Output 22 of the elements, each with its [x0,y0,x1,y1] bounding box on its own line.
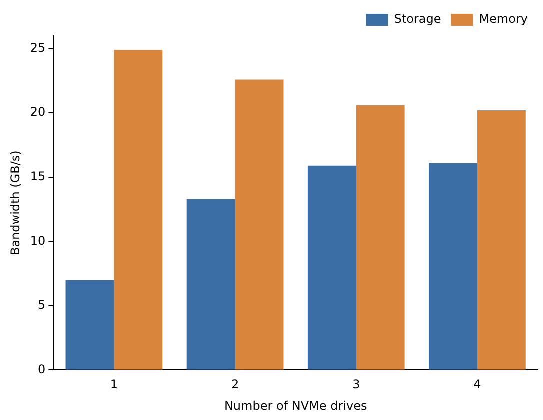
y-tick-label: 15 [30,170,46,184]
y-tick-label: 0 [38,362,46,376]
y-tick-label: 20 [30,105,46,120]
x-tick-label: 1 [110,378,118,392]
y-tick-label: 10 [30,234,46,248]
y-axis-title: Bandwidth (GB/s) [8,150,22,256]
bar [477,110,526,370]
x-tick-label: 2 [231,378,240,392]
bar [235,80,284,370]
x-tick-label: 3 [352,378,360,392]
bar [429,163,478,370]
bar [114,50,163,370]
bar [66,280,114,370]
bar [308,166,356,370]
x-axis-title: Number of NVMe drives [224,398,368,413]
y-tick-label: 25 [30,40,46,55]
legend-label: Storage [394,12,442,26]
bar [186,199,236,370]
bar [356,105,405,370]
legend-label: Memory [479,12,528,26]
y-tick-label: 5 [38,298,46,312]
x-tick-label: 4 [474,378,482,392]
